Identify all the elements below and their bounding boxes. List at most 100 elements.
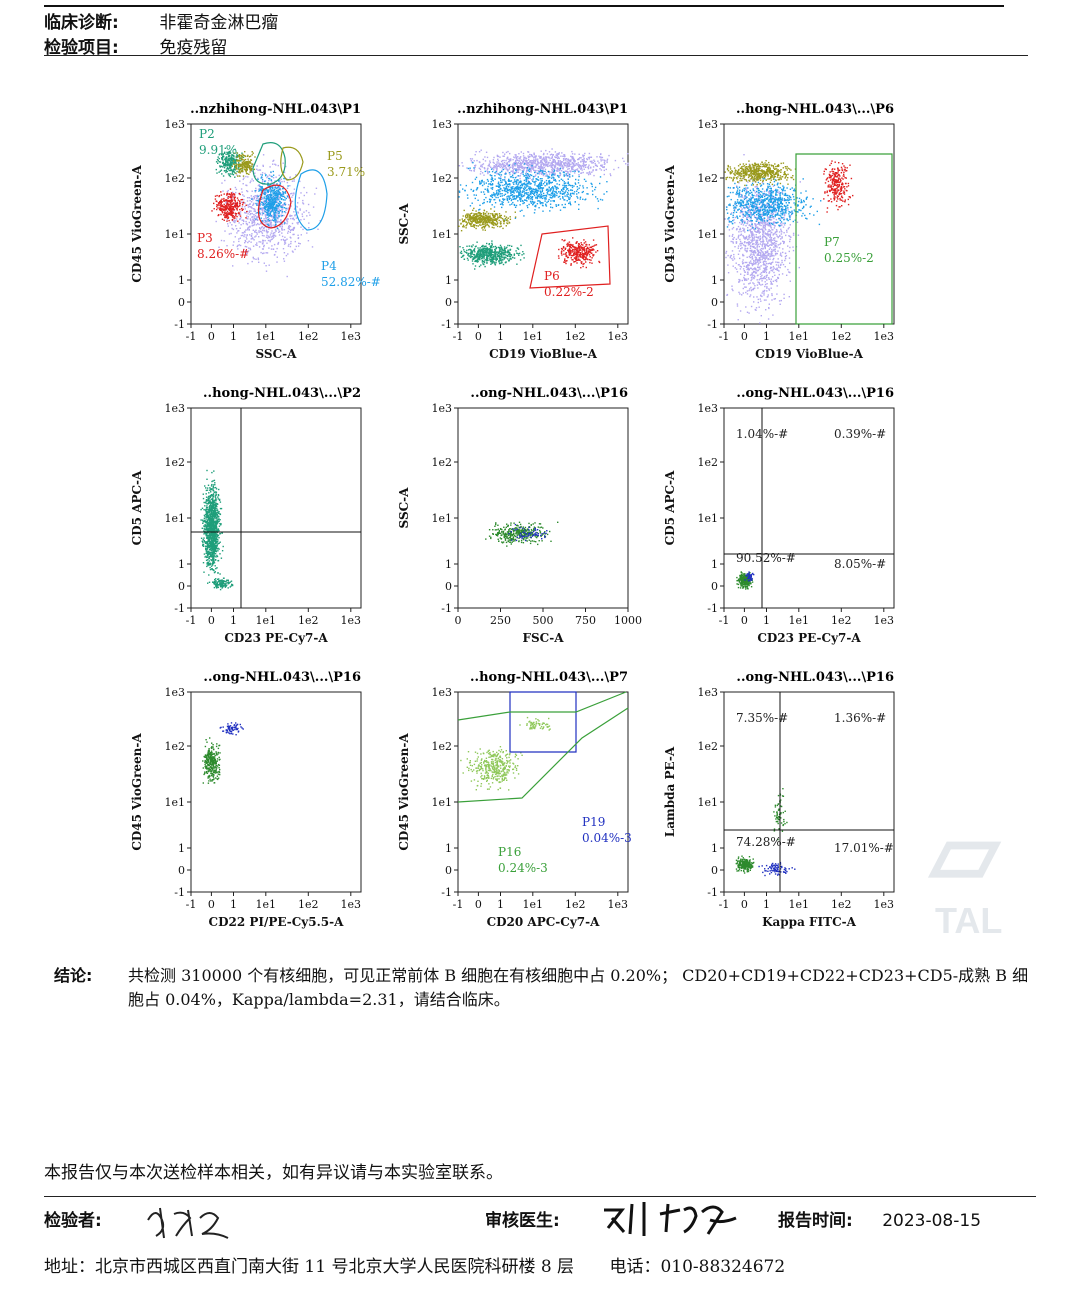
y-tick-label: 1 (445, 842, 452, 855)
x-tick-label: 0 (208, 614, 215, 627)
x-axis-label: SSC-A (256, 347, 298, 361)
y-tick-label: 1e3 (431, 402, 452, 415)
y-tick-label: 1e2 (164, 172, 185, 185)
y-tick-label: 1e1 (697, 512, 718, 525)
plot-frame (190, 691, 362, 893)
report-time-label: 报告时间: (778, 1211, 853, 1231)
fsc-blue-cloud (508, 523, 548, 542)
x-axis-label: CD20 APC-Cy7-A (487, 915, 601, 929)
y-tick-label: 1e2 (431, 456, 452, 469)
p5c-cloud (724, 160, 797, 187)
quadrant-value: 0.39%-# (834, 427, 886, 441)
y-tick-label: 1e1 (697, 796, 718, 809)
x-tick-label: 0 (208, 898, 215, 911)
y-tick-label: 1e1 (431, 796, 452, 809)
gate-value: 9.91% (199, 143, 237, 157)
y-tick-label: 1e1 (431, 512, 452, 525)
y-axis-label: SSC-A (397, 487, 411, 529)
header-divider (44, 55, 1028, 56)
y-axis-label: CD45 VioGreen-A (397, 733, 411, 851)
cd5-blue-cloud (744, 571, 755, 582)
x-tick-label: 1e3 (341, 330, 362, 343)
plot-4: ..hong-NHL.043\...\P2 -1 0 1 1e1 1e2 1e3 -1 0 1 1e… (130, 386, 362, 645)
gate-outline (795, 153, 893, 325)
x-axis-label: CD22 PI/PE-Cy5.5-A (209, 915, 345, 929)
y-tick-label: 1e3 (431, 686, 452, 699)
y-tick-label: 1e2 (431, 172, 452, 185)
gate-value: 0.24%-3 (498, 861, 548, 875)
x-tick-label: 1 (230, 614, 237, 627)
x-tick-label: 1e2 (298, 614, 319, 627)
y-tick-label: -1 (441, 602, 452, 615)
report-time-block: 报告时间: 2023-08-15 (778, 1206, 981, 1231)
x-tick-label: 0 (741, 330, 748, 343)
conclusion-label: 结论: (54, 966, 93, 985)
y-tick-label: 1 (711, 842, 718, 855)
x-tick-label: -1 (719, 614, 730, 627)
x-tick-label: 1e2 (831, 614, 852, 627)
x-axis-label: FSC-A (522, 631, 564, 645)
gate-outline (280, 146, 304, 181)
examiner-block: 检验者: (44, 1206, 102, 1231)
gate-name: P4 (321, 259, 337, 273)
gate-value: 3.71% (327, 165, 365, 179)
cd20-upper-cloud (519, 716, 551, 731)
ssc-cloud (458, 148, 629, 181)
gate-outline (294, 169, 328, 231)
gate-name: P7 (824, 235, 840, 249)
y-axis-label: CD5 APC-A (663, 470, 677, 545)
gate-name: P16 (498, 845, 521, 859)
x-tick-label: 1e1 (789, 330, 810, 343)
gate-value: 0.04%-3 (582, 831, 632, 845)
plot-title: ..ong-NHL.043\...\P16 (736, 670, 894, 685)
y-tick-label: 0 (711, 864, 718, 877)
watermark-logo: ▱ (930, 803, 1000, 903)
test-item-label: 检验项目: (44, 38, 119, 58)
y-tick-label: 1 (178, 842, 185, 855)
x-axis-label: Kappa FITC-A (762, 915, 857, 929)
y-tick-label: -1 (174, 886, 185, 899)
y-tick-label: 1e3 (164, 402, 185, 415)
plot-title: ..hong-NHL.043\...\P2 (203, 386, 361, 401)
plot-frame (723, 691, 895, 893)
p2b-cloud (459, 240, 525, 270)
footer: 地址：北京市西城区西直门南大街 11 号北京大学人民医院科研楼 8 层 电话：0… (44, 1252, 785, 1277)
y-tick-label: 1e3 (697, 118, 718, 131)
x-tick-label: 500 (533, 614, 554, 627)
y-tick-label: 1e2 (164, 456, 185, 469)
kappa-blue-cloud (758, 861, 796, 877)
y-tick-label: 0 (445, 864, 452, 877)
plot-7: ..ong-NHL.043\...\P16 -1 0 1 1e1 1e2 1e3 -1 0 1 1e… (130, 670, 362, 929)
plot-title: ..ong-NHL.043\...\P16 (470, 386, 628, 401)
gate-name: P2 (199, 127, 215, 141)
x-tick-label: 1e1 (789, 898, 810, 911)
quadrant-value: 1.04%-# (736, 427, 788, 441)
x-tick-label: -1 (186, 898, 197, 911)
y-tick-label: 0 (711, 580, 718, 593)
y-tick-label: 1 (178, 274, 185, 287)
x-axis-label: CD23 PE-Cy7-A (757, 631, 861, 645)
x-tick-label: 1e1 (523, 898, 544, 911)
x-tick-label: 1e3 (874, 330, 895, 343)
y-tick-label: 1e1 (164, 228, 185, 241)
x-tick-label: 250 (490, 614, 511, 627)
test-item-value: 免疫残留 (159, 38, 228, 58)
y-tick-label: 0 (445, 580, 452, 593)
plot-frame (457, 407, 629, 609)
y-tick-label: 1e2 (697, 456, 718, 469)
examiner-signature (147, 1207, 229, 1239)
watermark-text: TAL (935, 900, 1003, 941)
plot-title: ..ong-NHL.043\...\P16 (736, 386, 894, 401)
p2-cd5-cloud (200, 469, 224, 583)
reviewer-signature (604, 1202, 737, 1236)
p2-low-cloud (207, 577, 234, 591)
y-tick-label: 1e3 (697, 686, 718, 699)
y-tick-label: -1 (707, 886, 718, 899)
footer-phone: 电话：010-88324672 (609, 1257, 786, 1277)
quadrant-value: 1.36%-# (834, 711, 886, 725)
x-tick-label: 1 (497, 898, 504, 911)
x-tick-label: 1e2 (565, 330, 586, 343)
x-tick-label: 1000 (614, 614, 642, 627)
y-tick-label: 1 (178, 558, 185, 571)
report-time-value: 2023-08-15 (882, 1211, 982, 1231)
